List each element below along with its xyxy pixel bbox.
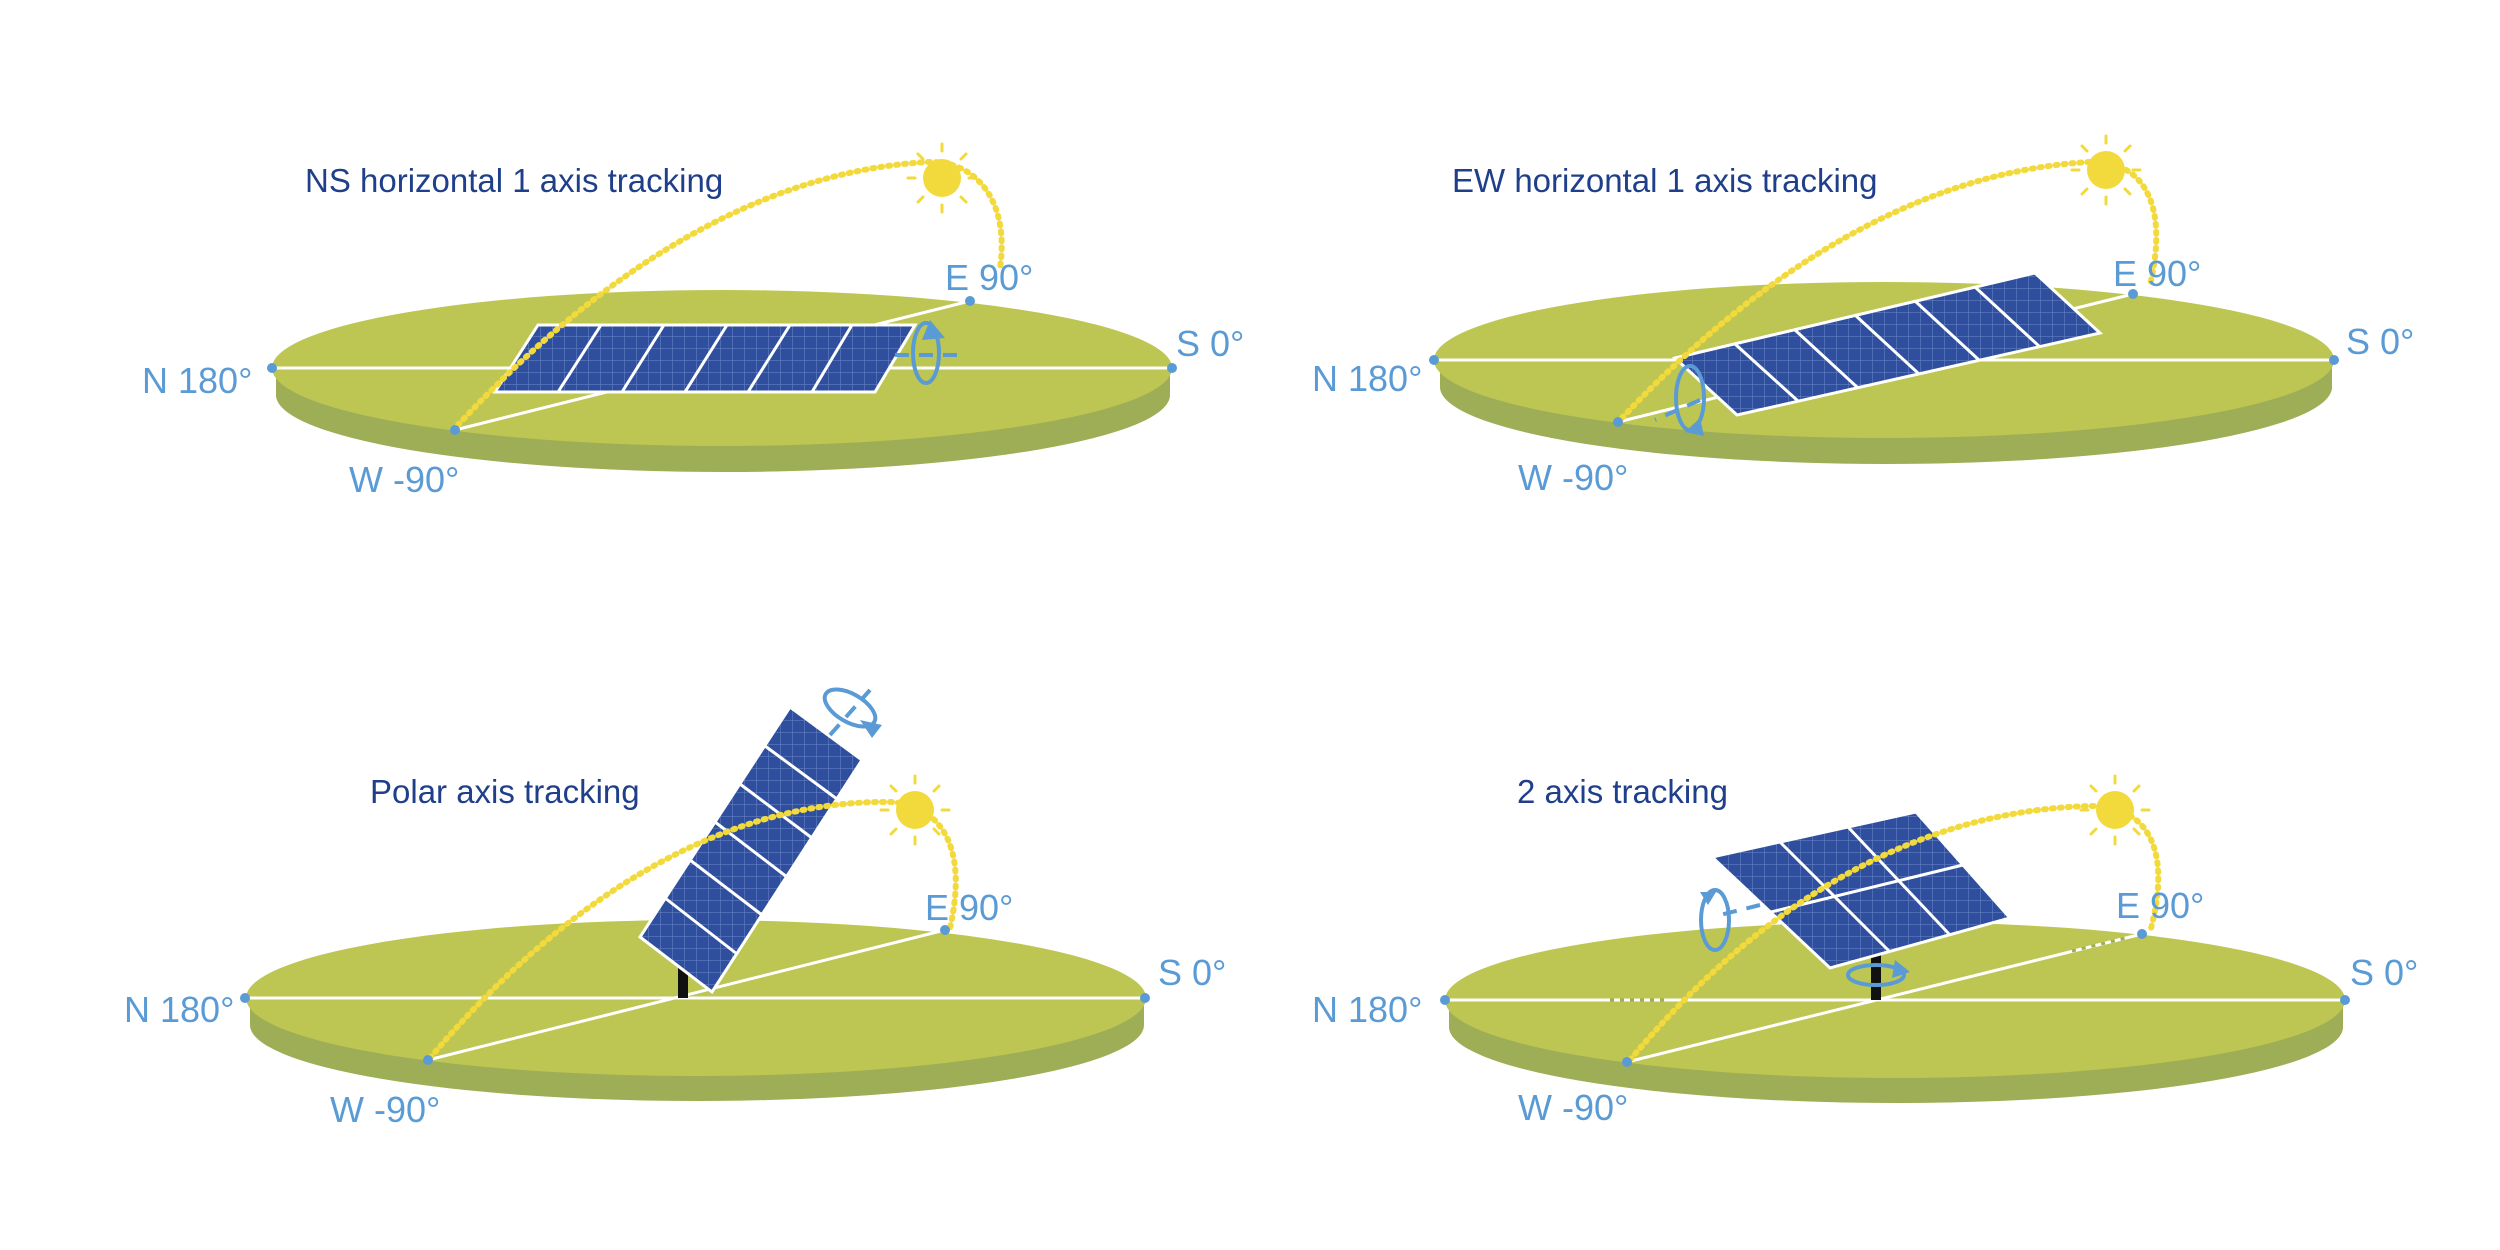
west-point xyxy=(1622,1057,1632,1067)
rotation-arrow-icon xyxy=(895,320,960,385)
north-point xyxy=(267,363,277,373)
east-point xyxy=(965,296,975,306)
sun-icon xyxy=(906,142,978,214)
sun-icon xyxy=(2079,774,2151,846)
south-point xyxy=(1140,993,1150,1003)
sun-path xyxy=(1627,802,2162,1063)
west-point xyxy=(450,425,460,435)
north-label: N 180° xyxy=(1312,358,1422,399)
panel-2-axis: 2 axis tracking xyxy=(1312,773,2418,1128)
solar-panel-icon xyxy=(637,704,865,995)
east-point xyxy=(940,925,950,935)
panel-title: 2 axis tracking xyxy=(1517,773,1728,810)
east-point xyxy=(2128,289,2138,299)
rotation-arrow-icon xyxy=(1654,364,1706,436)
south-point xyxy=(1167,363,1177,373)
ew-axis-line xyxy=(1626,932,2143,1064)
east-label: E 90° xyxy=(925,887,1013,928)
north-point xyxy=(1429,355,1439,365)
south-label: S 0° xyxy=(1158,952,1226,993)
solar-panel-icon xyxy=(492,323,918,394)
sun-icon xyxy=(879,774,951,846)
panel-ns-horizontal: NS horizontal 1 axis tracking xyxy=(142,142,1244,500)
panel-title: Polar axis tracking xyxy=(370,773,640,810)
east-point xyxy=(2137,929,2147,939)
sun-path xyxy=(455,158,1005,428)
panel-polar-axis: Polar axis tracking xyxy=(124,687,1226,1130)
north-point xyxy=(1440,995,1450,1005)
north-label: N 180° xyxy=(1312,989,1422,1030)
south-point xyxy=(2329,355,2339,365)
rotation-arrow-icon xyxy=(822,687,882,738)
south-point xyxy=(2340,995,2350,1005)
west-point xyxy=(423,1055,433,1065)
rotation-arrow-icon xyxy=(1846,960,1910,987)
west-label: W -90° xyxy=(330,1089,440,1130)
mount-post xyxy=(678,962,688,998)
rotation-arrow-icon xyxy=(1699,888,1761,952)
north-label: N 180° xyxy=(124,989,234,1030)
sun-icon xyxy=(2070,134,2142,206)
south-label: S 0° xyxy=(2350,952,2418,993)
east-label: E 90° xyxy=(2113,253,2201,294)
east-label: E 90° xyxy=(2116,885,2204,926)
west-point xyxy=(1613,417,1623,427)
panel-ew-horizontal: EW horizontal 1 axis tracking xyxy=(1312,134,2414,498)
panel-title: NS horizontal 1 axis tracking xyxy=(305,162,723,199)
sun-path xyxy=(1619,158,2160,421)
west-label: W -90° xyxy=(1518,457,1628,498)
mount-post xyxy=(1871,955,1881,1000)
south-label: S 0° xyxy=(2346,321,2414,362)
north-label: N 180° xyxy=(142,360,252,401)
south-label: S 0° xyxy=(1176,323,1244,364)
west-label: W -90° xyxy=(1518,1087,1628,1128)
panel-title: EW horizontal 1 axis tracking xyxy=(1452,162,1878,199)
east-label: E 90° xyxy=(945,257,1033,298)
sun-path xyxy=(427,798,959,1061)
north-point xyxy=(240,993,250,1003)
west-label: W -90° xyxy=(349,459,459,500)
solar-panel-icon xyxy=(1671,271,2104,417)
